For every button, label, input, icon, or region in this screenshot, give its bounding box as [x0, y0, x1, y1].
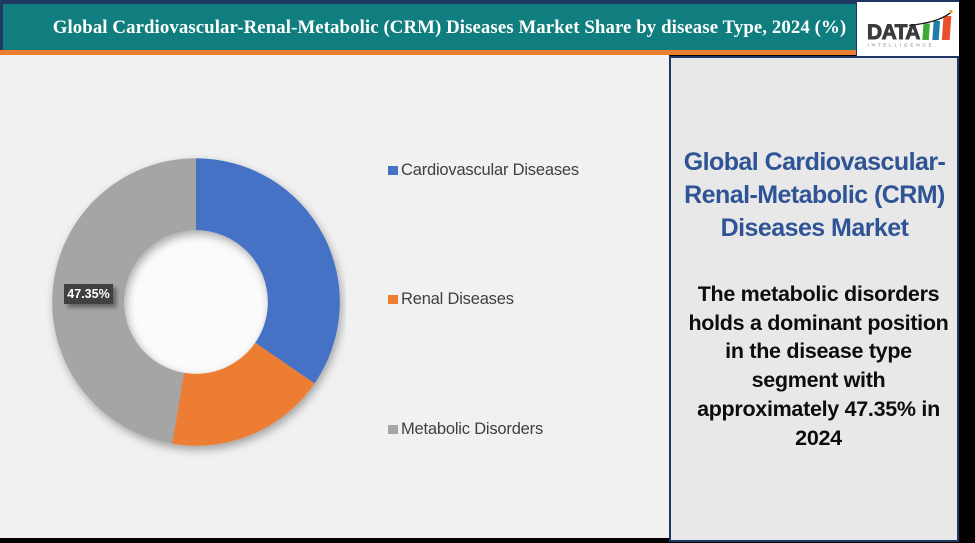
svg-text:INTELLIGENCE: INTELLIGENCE — [868, 42, 935, 47]
svg-text:DATA: DATA — [867, 21, 920, 44]
